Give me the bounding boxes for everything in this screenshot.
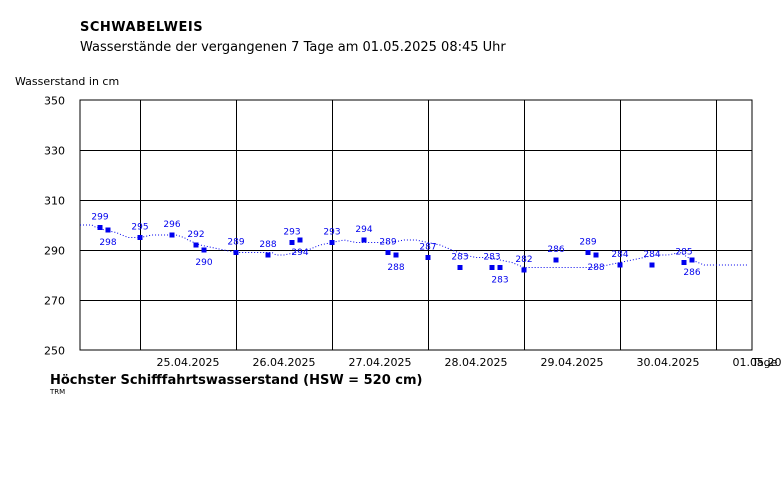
data-point [201, 247, 207, 253]
data-label: 289 [579, 238, 596, 248]
x-tick-label: 25.04.2025 [157, 356, 220, 369]
y-tick-label: 290 [44, 245, 65, 258]
data-label: 294 [291, 248, 308, 258]
data-label: 284 [611, 250, 628, 260]
data-point [689, 257, 695, 263]
data-point [137, 235, 143, 240]
axis-layer: Wasserstand in cm Tage 250 270 290 310 330 35… [15, 75, 782, 369]
data-label: 296 [163, 220, 180, 230]
data-label: 292 [187, 230, 204, 240]
data-label: 284 [643, 250, 660, 260]
data-point [497, 265, 503, 270]
x-tick-label: 28.04.2025 [445, 356, 508, 369]
credit-mark: TRM [50, 388, 66, 396]
data-label: 283 [491, 276, 508, 286]
data-label: 288 [259, 240, 276, 250]
y-axis-label: Wasserstand in cm [15, 75, 119, 88]
data-point [617, 262, 623, 268]
y-tick-label: 250 [44, 345, 65, 358]
data-point [289, 240, 295, 245]
x-tick-label: 26.04.2025 [253, 356, 316, 369]
data-label: 285 [675, 248, 692, 258]
data-point [97, 225, 103, 230]
data-point [169, 232, 175, 238]
data-label: 290 [195, 258, 212, 268]
data-label: 289 [379, 238, 396, 248]
y-tick-label: 330 [44, 145, 65, 158]
grid [79, 99, 753, 351]
data-label: 294 [355, 225, 372, 235]
data-label: 289 [227, 238, 244, 248]
data-label: 286 [547, 245, 564, 255]
plot-frame [79, 99, 753, 351]
data-label: 293 [283, 228, 300, 238]
data-label: 299 [91, 213, 108, 223]
chart-subtitle: Wasserstände der vergangenen 7 Tage am 0… [80, 40, 506, 55]
station-name: SCHWABELWEIS [80, 20, 204, 35]
data-point [361, 237, 367, 243]
data-point [193, 242, 199, 248]
y-tick-label: 310 [44, 195, 65, 208]
data-label: 283 [483, 253, 500, 263]
series-line [80, 224, 748, 268]
data-point [593, 252, 599, 258]
y-tick-label: 350 [44, 95, 65, 108]
hsw-note: Höchster Schifffahrtswasserstand (HSW = … [50, 373, 423, 388]
data-point [105, 227, 111, 233]
data-point [329, 240, 335, 245]
data-label: 293 [323, 228, 340, 238]
data-point [457, 265, 463, 270]
water-level-chart: 299 298 295 296 292 290 289 288 293 294 293 294 289 2… [15, 75, 782, 369]
x-tick-label: 30.04.2025 [637, 356, 700, 369]
data-label: 283 [451, 253, 468, 263]
x-tick-label: 27.04.2025 [349, 356, 412, 369]
data-point [521, 267, 527, 273]
data-label: 288 [387, 263, 404, 273]
data-label: 286 [683, 268, 700, 278]
x-tick-label: 29.04.2025 [541, 356, 604, 369]
x-axis-label: Tage [751, 356, 778, 369]
data-label: 295 [131, 223, 148, 233]
data-label: 288 [587, 263, 604, 273]
series-layer [80, 224, 748, 268]
data-label: 287 [419, 243, 436, 253]
data-point [649, 262, 655, 268]
data-point [553, 257, 559, 263]
data-point [425, 255, 431, 260]
data-point [265, 252, 271, 258]
data-point [489, 265, 495, 270]
data-point [297, 237, 303, 243]
x-tick-label: 01.05.2025 [733, 356, 782, 369]
data-point [585, 250, 591, 255]
data-label: 298 [99, 238, 116, 248]
data-point [393, 252, 399, 258]
data-point [681, 260, 687, 265]
y-tick-label: 270 [44, 295, 65, 308]
points-layer: 299 298 295 296 292 290 289 288 293 294 293 294 289 2… [91, 213, 700, 286]
data-point [385, 250, 391, 255]
data-label: 282 [515, 255, 532, 265]
data-point [233, 250, 239, 255]
